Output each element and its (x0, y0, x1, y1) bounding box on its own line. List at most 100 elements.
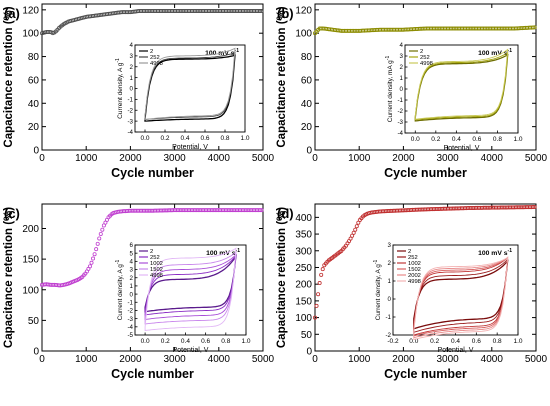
legend-entry: 1002 (150, 261, 163, 267)
y-tick-label: 150 (295, 296, 312, 307)
inset-y-axis-label-superscript: -1 (385, 56, 391, 61)
x-tick-label: 1000 (348, 153, 371, 164)
y-tick-label: 250 (295, 263, 312, 274)
legend-entry: 252 (150, 55, 160, 61)
inset-title-main: 100 mV s (478, 50, 508, 57)
cv-curve-4998 (144, 47, 236, 121)
y-tick-label: 200 (295, 280, 312, 291)
legend-entry: 4998 (150, 61, 163, 67)
plot-frame (41, 203, 264, 352)
inset-y-tick-label: 2 (130, 275, 134, 282)
x-tick-label: 0 (39, 354, 45, 365)
x-tick-label: 3000 (163, 354, 186, 365)
panel-2: 0 1000 2000 3000 4000 5000020406080100120Cycl… (276, 3, 548, 180)
inset-y-tick-label: -4 (127, 324, 133, 331)
inset-cv-plot: -0.2 0.0 0.2 0.4 0.6 0.8 1.0 -2 -1 0 1 2 3 Potential,… (373, 242, 523, 354)
data-point (531, 205, 536, 210)
inset-x-axis-label: Potential, V (172, 144, 208, 151)
cv-curve-4998 (413, 256, 509, 341)
inset-y-tick-label: 0 (400, 86, 404, 93)
x-tick-label: 1000 (348, 354, 371, 365)
x-tick-label: 5000 (525, 153, 548, 164)
inset-y-tick-label: -1 (127, 97, 133, 104)
y-tick-label: 120 (22, 5, 39, 16)
x-tick-label: 3000 (163, 153, 186, 164)
x-tick-label: 0 (39, 153, 45, 164)
data-point (92, 252, 97, 257)
inset-y-axis-label: Current density, A g-1 (115, 259, 124, 320)
data-point (97, 236, 102, 241)
plot-frame (314, 3, 537, 151)
inset-x-tick-label: 0.8 (493, 136, 502, 143)
legend-entry: 252 (150, 255, 160, 261)
x-tick-label: 2000 (119, 354, 142, 365)
data-point (319, 272, 324, 277)
legend-entry: 4998 (420, 61, 433, 67)
panel-1: 0 1000 2000 3000 4000 5000020406080100120Cycl… (3, 3, 275, 180)
inset-x-tick-label: 1.0 (240, 135, 249, 142)
data-point (354, 224, 359, 229)
inset-y-tick-label: -3 (127, 118, 133, 125)
y-tick-label: 100 (295, 29, 312, 40)
legend-entry: 1502 (408, 267, 421, 273)
inset-y-tick-label: -4 (127, 129, 133, 136)
x-tick-label: 0 (312, 153, 318, 164)
inset-cv-plot: 0.0 0.2 0.4 0.6 0.8 1.0 -4 -3 -2 -1 0 1 2 3 4 Potential… (115, 42, 250, 151)
inset-y-tick-label: 4 (130, 259, 134, 266)
legend-entry: 2 (150, 249, 153, 255)
data-point (89, 260, 94, 265)
inset-y-tick-label: -1 (397, 97, 403, 104)
inset-title: 100 mV s-1 (478, 48, 512, 57)
y-axis-label: Capacitance retention (%) (3, 6, 15, 147)
y-tick-label: 120 (295, 5, 312, 16)
x-tick-label: 3000 (436, 153, 459, 164)
inset-y-tick-label: -1 (385, 314, 391, 321)
inset-y-tick-label: 1 (388, 278, 392, 285)
inset-y-tick-label: 2 (388, 260, 392, 267)
inset-y-tick-label: -2 (127, 308, 133, 315)
legend-entry: 2 (150, 49, 153, 55)
inset-x-tick-label: 0.6 (472, 136, 481, 143)
y-tick-label: 60 (301, 75, 313, 86)
cv-curve-4998 (144, 247, 237, 332)
y-tick-label: 0 (306, 146, 312, 157)
x-tick-label: 3000 (436, 354, 459, 365)
series-points (40, 9, 264, 36)
y-tick-label: 20 (301, 122, 313, 133)
inset-title-superscript: -1 (508, 248, 513, 254)
inset-y-tick-label: 4 (130, 42, 134, 49)
legend-entry: 2 (408, 249, 411, 255)
y-axis-label: Capacitance retention (%) (3, 207, 15, 348)
inset-x-axis-label: Potential, V (438, 347, 474, 354)
data-point (312, 315, 317, 320)
inset-y-axis-label-main: Current density, A g (117, 264, 124, 321)
y-tick-label: 300 (295, 246, 312, 257)
x-axis-label: Cycle number (111, 166, 194, 180)
data-point (100, 227, 105, 232)
y-tick-label: 0 (33, 146, 39, 157)
inset-y-tick-label: 5 (130, 250, 134, 257)
x-tick-label: 4000 (481, 354, 504, 365)
data-point (316, 292, 321, 297)
panel-label: (d) (277, 206, 294, 221)
inset-x-tick-label: 0.4 (181, 338, 190, 345)
x-tick-label: 5000 (252, 354, 275, 365)
data-point (98, 232, 103, 237)
x-tick-label: 4000 (481, 153, 504, 164)
data-point (258, 9, 263, 14)
y-tick-label: 50 (28, 316, 40, 327)
y-tick-label: 80 (301, 52, 313, 63)
inset-x-tick-label: 0.2 (430, 338, 439, 345)
panel-label: (b) (277, 6, 294, 21)
y-tick-label: 0 (33, 347, 39, 358)
legend-entry: 252 (408, 255, 418, 261)
inset-y-tick-label: 0 (130, 86, 134, 93)
legend-entry: 2002 (408, 273, 421, 279)
inset-x-tick-label: 0.4 (451, 338, 460, 345)
x-tick-label: 4000 (208, 153, 231, 164)
inset-x-tick-label: 0.6 (200, 135, 209, 142)
inset-y-axis-label-main: Current density, A g (117, 62, 124, 119)
inset-y-tick-label: 1 (130, 283, 134, 290)
y-tick-label: 50 (301, 330, 313, 341)
